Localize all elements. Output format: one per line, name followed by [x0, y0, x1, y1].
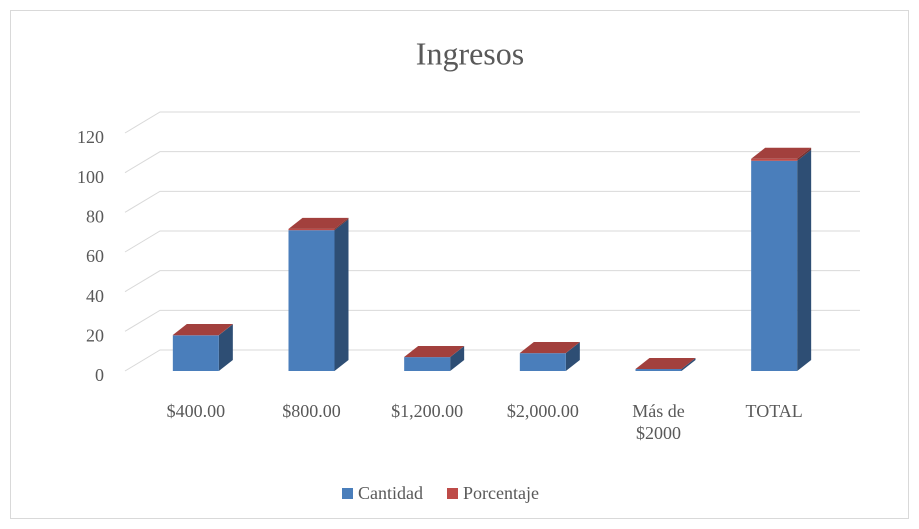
bar	[635, 369, 682, 371]
bar-side	[681, 357, 696, 370]
bar-side	[334, 217, 349, 231]
y-tick-label: 0	[95, 365, 104, 385]
legend-label: Cantidad	[358, 483, 423, 503]
grid-line	[124, 230, 860, 253]
bar-side	[681, 358, 696, 371]
y-tick-label: 60	[86, 246, 104, 266]
bar-side	[797, 149, 812, 371]
bar	[404, 357, 451, 371]
bar-side	[334, 219, 349, 371]
bar-top	[404, 345, 465, 357]
bar-side	[565, 342, 580, 371]
chart-title: Ingresos	[416, 35, 524, 71]
legend-swatch	[342, 488, 353, 499]
bar-top	[635, 357, 696, 369]
bar-side	[218, 324, 233, 371]
x-tick-label: $1,200.00	[391, 401, 464, 421]
y-tick-label: 120	[77, 127, 104, 147]
bar-top	[751, 147, 812, 159]
bar-side	[450, 346, 465, 371]
grid-line	[124, 309, 860, 332]
bar	[751, 160, 798, 371]
y-tick-label: 80	[86, 206, 104, 226]
y-tick-label: 100	[77, 167, 104, 187]
bar	[288, 230, 335, 371]
legend-swatch	[447, 488, 458, 499]
bar-top	[288, 217, 349, 229]
y-tick-label: 40	[86, 286, 104, 306]
bar-side	[218, 323, 233, 336]
bar	[288, 228, 335, 231]
grid-line	[124, 111, 860, 134]
x-tick-label: $400.00	[166, 401, 226, 421]
bar-top	[519, 341, 580, 353]
bar	[751, 158, 798, 161]
y-tick-label: 20	[86, 325, 104, 345]
x-tick-label: $800.00	[282, 401, 341, 421]
grid-line	[124, 349, 860, 372]
bar-top	[172, 323, 233, 335]
legend-label: Porcentaje	[463, 483, 539, 503]
bar-side	[797, 147, 812, 161]
bar-side	[450, 345, 465, 358]
grid-line	[124, 151, 860, 174]
grid-line	[124, 270, 860, 293]
bar	[172, 335, 219, 371]
x-tick-label: $2,000.00	[506, 401, 579, 421]
x-tick-label: TOTAL	[745, 401, 803, 421]
grid-line	[124, 190, 860, 213]
bar-side	[565, 341, 580, 354]
x-tick-label: Más de $2000	[632, 401, 685, 443]
bar	[519, 353, 566, 371]
